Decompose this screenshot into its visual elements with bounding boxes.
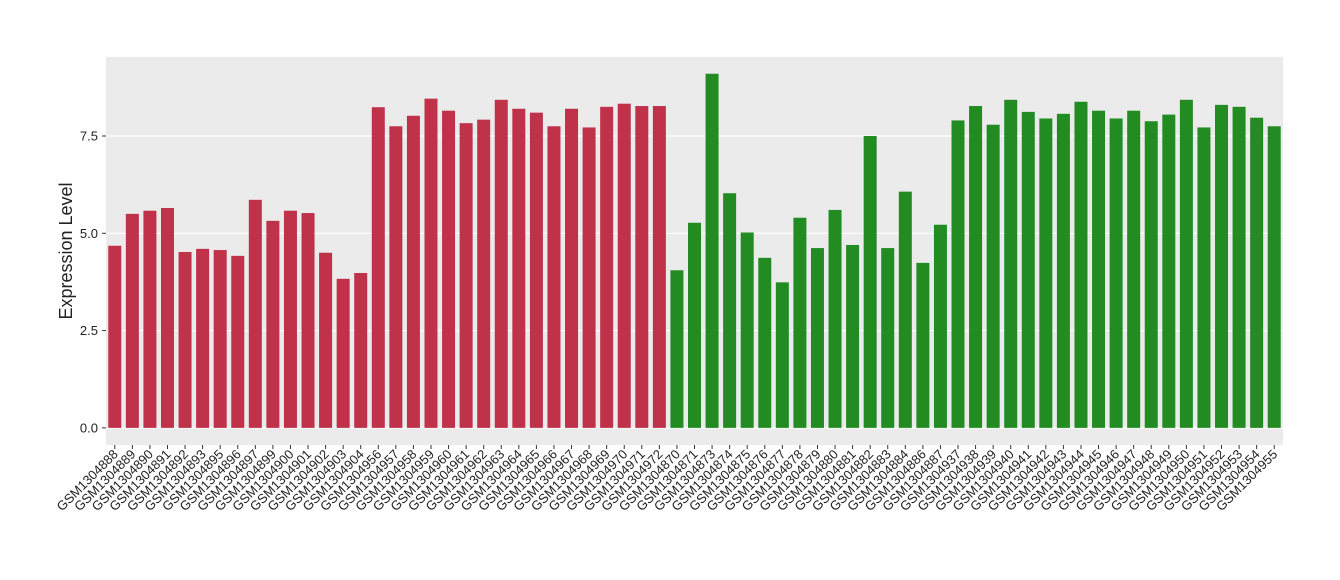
bar bbox=[319, 252, 333, 428]
bar bbox=[846, 244, 860, 428]
bar bbox=[1179, 99, 1193, 428]
bar bbox=[705, 73, 719, 428]
bar bbox=[424, 98, 438, 428]
bar bbox=[1109, 118, 1123, 428]
bar bbox=[1144, 121, 1158, 428]
bar bbox=[652, 106, 666, 428]
bar bbox=[793, 217, 807, 428]
bar bbox=[775, 282, 789, 428]
bar bbox=[143, 210, 157, 428]
bar bbox=[1162, 114, 1176, 428]
bar bbox=[196, 248, 210, 428]
bar bbox=[723, 193, 737, 428]
bar bbox=[740, 232, 754, 428]
bar bbox=[371, 107, 385, 428]
bar bbox=[529, 112, 543, 428]
bar bbox=[512, 108, 526, 428]
bar bbox=[406, 115, 420, 428]
bar bbox=[266, 220, 280, 428]
bar bbox=[1215, 104, 1229, 428]
bar bbox=[213, 250, 227, 428]
bar bbox=[810, 248, 824, 428]
bar bbox=[547, 126, 561, 428]
bar bbox=[477, 119, 491, 428]
bar bbox=[600, 106, 614, 428]
bar bbox=[828, 209, 842, 428]
bar bbox=[108, 245, 122, 428]
bar bbox=[565, 108, 579, 428]
bar bbox=[336, 278, 350, 428]
bar bbox=[1197, 127, 1211, 428]
bar bbox=[231, 255, 245, 428]
bar bbox=[863, 136, 877, 428]
bar bbox=[1267, 126, 1281, 428]
bar bbox=[160, 207, 174, 428]
bar bbox=[916, 262, 930, 428]
bar bbox=[582, 127, 596, 428]
bar bbox=[248, 199, 262, 428]
bar bbox=[986, 124, 1000, 428]
bar bbox=[442, 110, 456, 428]
bar bbox=[283, 210, 297, 428]
bar bbox=[1250, 117, 1264, 428]
bar bbox=[898, 191, 912, 428]
bar bbox=[125, 213, 139, 428]
bar bbox=[354, 272, 368, 428]
y-tick-label: 7.5 bbox=[80, 129, 98, 144]
bar bbox=[951, 120, 965, 428]
y-tick-label: 5.0 bbox=[80, 226, 98, 241]
y-tick-label: 2.5 bbox=[80, 323, 98, 338]
bar bbox=[459, 123, 473, 428]
bar bbox=[389, 126, 403, 428]
bar bbox=[1232, 106, 1246, 428]
y-axis-label: Expression Level bbox=[56, 182, 76, 319]
bar bbox=[1092, 110, 1106, 428]
bar bbox=[635, 106, 649, 428]
bar bbox=[1039, 118, 1053, 428]
bar bbox=[969, 106, 983, 428]
bar bbox=[758, 257, 772, 428]
bar bbox=[933, 224, 947, 428]
bar bbox=[494, 99, 508, 428]
bar bbox=[1127, 110, 1141, 428]
bar bbox=[688, 222, 701, 428]
bar bbox=[1021, 111, 1035, 428]
bar bbox=[617, 103, 631, 428]
bar bbox=[1056, 113, 1070, 428]
y-tick-label: 0.0 bbox=[80, 420, 98, 435]
bar bbox=[1074, 101, 1088, 428]
bar bbox=[670, 270, 684, 428]
bar bbox=[1004, 99, 1018, 428]
bar bbox=[881, 248, 895, 428]
bar bbox=[301, 213, 315, 428]
bar bbox=[178, 251, 192, 428]
